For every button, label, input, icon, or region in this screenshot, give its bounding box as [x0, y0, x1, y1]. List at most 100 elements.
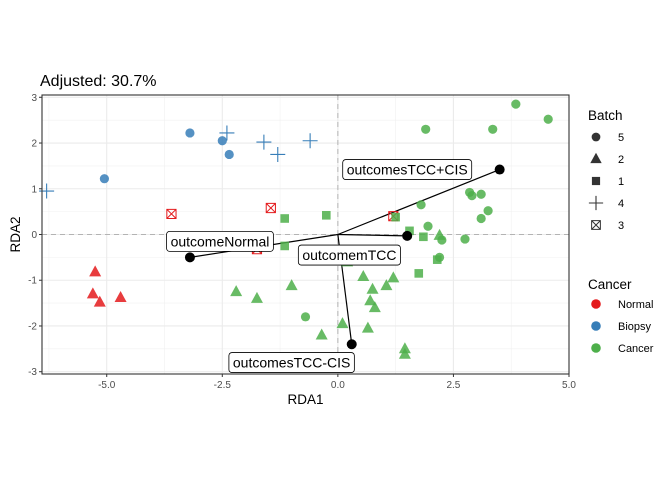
legend-batch-label: 1 — [618, 176, 624, 188]
legend-cancer-title: Cancer — [588, 277, 632, 292]
arrow-endpoint — [402, 230, 413, 241]
data-point-cancer — [387, 271, 400, 283]
data-point-normal — [166, 208, 177, 220]
arrow-labels: outcomesTCC+CIS outcomeNormal outcomemTCC o… — [166, 159, 505, 373]
legend-batch-title: Batch — [588, 108, 623, 123]
y-axis-title: RDA2 — [8, 216, 23, 252]
data-point-cancer — [488, 124, 498, 134]
data-point-cancer — [280, 241, 289, 251]
legend-cancer-key — [591, 321, 601, 331]
data-point-cancer — [361, 321, 374, 333]
data-point-cancer — [421, 124, 431, 134]
data-point-cancer — [364, 294, 377, 306]
arrow-line — [337, 233, 408, 237]
data-point-cancer — [300, 312, 311, 322]
data-point-cancer — [476, 189, 486, 199]
arrow-label-box — [166, 230, 274, 252]
data-point-cancer — [405, 226, 414, 236]
data-point-biopsy — [302, 133, 318, 149]
data-point-biopsy — [270, 146, 286, 162]
y-tick-label: 1 — [31, 184, 37, 195]
x-tick-label: 5.0 — [562, 380, 576, 391]
legend-batch-key-circle — [591, 132, 601, 142]
x-tick-label: 0.0 — [331, 380, 345, 391]
arrow-label-box — [228, 352, 355, 373]
x-tick-label: -5.0 — [98, 380, 116, 391]
y-tick-label: -3 — [28, 367, 37, 378]
legend-cancer-label: Normal — [618, 299, 653, 311]
legend-batch-key-square — [591, 176, 601, 186]
data-point-cancer — [419, 232, 428, 242]
data-point-cancer — [432, 255, 442, 264]
data-point-cancer — [336, 317, 349, 329]
data-point-cancer — [391, 212, 400, 222]
legend-cancer: Cancer Normal Biopsy Cancer — [588, 277, 654, 355]
data-point-cancer — [483, 206, 493, 216]
x-tick-label: 2.5 — [446, 380, 460, 391]
data-point-cancer — [476, 213, 486, 224]
data-point-cancer — [380, 279, 393, 291]
y-axis-ticks: -3 -2 -1 0 1 2 3 — [28, 93, 42, 378]
legend-batch-key-triangle — [590, 152, 602, 164]
arrow-label-box — [342, 159, 473, 180]
y-tick-label: 0 — [31, 230, 37, 241]
arrow-label-box — [297, 244, 401, 266]
data-point-cancer — [423, 221, 433, 231]
data-point-biopsy — [256, 134, 272, 150]
legend-cancer-label: Cancer — [618, 343, 654, 355]
y-tick-label: -1 — [28, 276, 37, 287]
data-point-cancer — [315, 328, 328, 340]
arrow-endpoint — [494, 164, 505, 175]
legend-cancer-label: Biopsy — [618, 321, 652, 333]
data-point-cancer — [433, 228, 446, 240]
data-point-biopsy — [219, 125, 235, 141]
data-point-normal — [89, 265, 102, 277]
data-point-normal — [86, 287, 99, 299]
x-tick-label: -2.5 — [214, 380, 232, 391]
data-point-cancer — [250, 291, 263, 303]
data-point-cancer — [543, 114, 553, 124]
data-point-cancer — [416, 200, 426, 210]
data-point-cancer — [398, 347, 411, 359]
legend-cancer-key — [591, 299, 601, 309]
data-point-biopsy — [185, 128, 195, 138]
data-point-cancer — [357, 269, 370, 281]
data-point-cancer — [467, 191, 477, 201]
legend-batch-label: 3 — [618, 220, 624, 232]
arrow-label-text: outcomesTCC-CIS — [233, 355, 350, 371]
arrow-label-text: outcomemTCC — [302, 247, 396, 263]
data-point-cancer — [368, 301, 381, 313]
arrow-endpoint — [184, 252, 195, 263]
data-point-biopsy — [217, 136, 227, 146]
data-point-cancer — [511, 99, 521, 109]
data-point-biopsy — [224, 149, 234, 160]
data-point-cancer — [366, 282, 379, 294]
legend-batch-key-boxx — [591, 220, 601, 230]
data-point-cancer — [285, 279, 298, 291]
plot-title: Adjusted: 30.7% — [40, 73, 157, 90]
y-tick-label: 3 — [31, 93, 37, 104]
data-point-normal — [114, 291, 127, 303]
data-point-cancer — [414, 269, 424, 278]
legend-cancer-key — [591, 343, 601, 353]
arrow-endpoint — [346, 339, 357, 350]
legend-batch-label: 4 — [618, 198, 624, 210]
grid-lines — [42, 95, 570, 374]
arrow-label-text: outcomesTCC+CIS — [347, 162, 468, 178]
sample-points — [39, 99, 553, 359]
x-axis-ticks: -5.0 -2.5 0.0 2.5 5.0 — [98, 374, 576, 391]
y-tick-label: -2 — [28, 321, 37, 332]
data-point-cancer — [460, 234, 470, 244]
data-point-normal — [265, 202, 276, 214]
arrow-label-text: outcomeNormal — [171, 233, 270, 249]
data-point-cancer — [280, 214, 289, 223]
legend-batch: Batch 5 2 1 4 3 — [588, 108, 624, 232]
x-axis-title: RDA1 — [287, 392, 323, 407]
data-point-normal — [93, 295, 106, 307]
legend-batch-label: 5 — [618, 132, 624, 144]
data-point-cancer — [230, 285, 243, 297]
legend-batch-label: 2 — [618, 154, 624, 166]
data-point-biopsy — [99, 174, 110, 184]
y-tick-label: 2 — [31, 139, 37, 150]
